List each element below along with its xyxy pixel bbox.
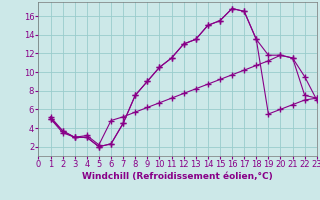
X-axis label: Windchill (Refroidissement éolien,°C): Windchill (Refroidissement éolien,°C) [82, 172, 273, 181]
